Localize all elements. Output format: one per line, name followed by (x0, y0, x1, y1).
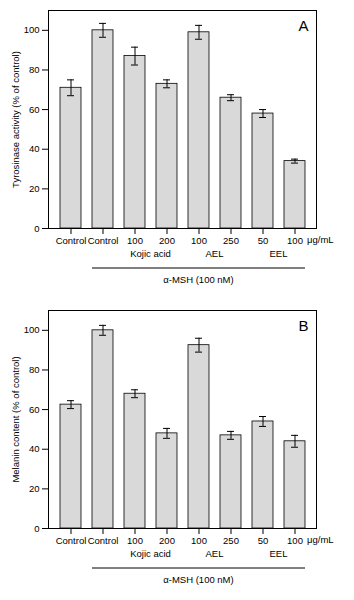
svg-text:μg/mL: μg/mL (307, 534, 334, 545)
svg-text:100: 100 (287, 535, 303, 546)
svg-text:80: 80 (29, 364, 40, 375)
svg-text:100: 100 (191, 535, 207, 546)
svg-text:50: 50 (258, 535, 269, 546)
svg-text:B: B (298, 317, 308, 334)
svg-text:Control: Control (88, 535, 119, 546)
svg-text:40: 40 (29, 143, 40, 154)
svg-text:100: 100 (127, 535, 143, 546)
svg-text:α-MSH (100 nM): α-MSH (100 nM) (163, 274, 233, 285)
svg-text:Control: Control (56, 235, 87, 246)
svg-text:200: 200 (159, 535, 175, 546)
svg-text:100: 100 (191, 235, 207, 246)
svg-text:Melanin content (% of control): Melanin content (% of control) (10, 356, 21, 482)
svg-text:100: 100 (24, 324, 40, 335)
svg-text:EEL: EEL (270, 248, 288, 259)
svg-text:50: 50 (258, 235, 269, 246)
svg-text:Kojic acid: Kojic acid (130, 248, 171, 259)
svg-text:0: 0 (34, 523, 39, 534)
svg-text:80: 80 (29, 64, 40, 75)
svg-text:Kojic acid: Kojic acid (130, 548, 171, 559)
svg-text:A: A (298, 17, 308, 34)
svg-text:EEL: EEL (270, 548, 288, 559)
svg-text:100: 100 (24, 24, 40, 35)
svg-text:60: 60 (29, 104, 40, 115)
svg-text:40: 40 (29, 443, 40, 454)
svg-text:100: 100 (287, 235, 303, 246)
svg-text:0: 0 (34, 223, 39, 234)
svg-text:Control: Control (88, 235, 119, 246)
svg-text:Tyrosinase activity (% of cont: Tyrosinase activity (% of control) (10, 51, 21, 188)
svg-text:250: 250 (223, 235, 239, 246)
svg-text:60: 60 (29, 404, 40, 415)
svg-text:α-MSH (100 nM): α-MSH (100 nM) (163, 574, 233, 585)
svg-text:20: 20 (29, 483, 40, 494)
svg-text:μg/mL: μg/mL (307, 234, 334, 245)
svg-text:100: 100 (127, 235, 143, 246)
svg-text:AEL: AEL (206, 248, 224, 259)
svg-text:Control: Control (56, 535, 87, 546)
svg-text:200: 200 (159, 235, 175, 246)
svg-text:AEL: AEL (206, 548, 224, 559)
svg-text:20: 20 (29, 183, 40, 194)
svg-text:250: 250 (223, 535, 239, 546)
